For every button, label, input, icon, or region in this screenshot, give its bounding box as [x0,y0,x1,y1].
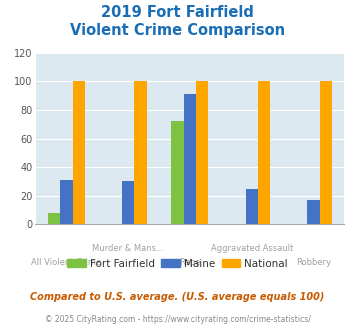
Text: Aggravated Assault: Aggravated Assault [211,244,293,253]
Text: © 2025 CityRating.com - https://www.cityrating.com/crime-statistics/: © 2025 CityRating.com - https://www.city… [45,315,310,324]
Text: Rape: Rape [179,258,201,267]
Bar [171,121,184,224]
Bar [134,82,147,224]
Text: Violent Crime Comparison: Violent Crime Comparison [70,23,285,38]
Legend: Fort Fairfield, Maine, National: Fort Fairfield, Maine, National [63,254,292,273]
Bar [122,182,134,224]
Text: Robbery: Robbery [296,258,331,267]
Bar [307,200,320,224]
Bar [320,82,332,224]
Bar [258,82,270,224]
Bar [246,189,258,224]
Bar [48,213,60,224]
Text: Murder & Mans...: Murder & Mans... [92,244,164,253]
Bar [184,94,196,224]
Bar [196,82,208,224]
Text: 2019 Fort Fairfield: 2019 Fort Fairfield [101,5,254,20]
Text: All Violent Crime: All Violent Crime [31,258,102,267]
Bar [72,82,85,224]
Bar [60,180,72,224]
Text: Compared to U.S. average. (U.S. average equals 100): Compared to U.S. average. (U.S. average … [30,292,325,302]
